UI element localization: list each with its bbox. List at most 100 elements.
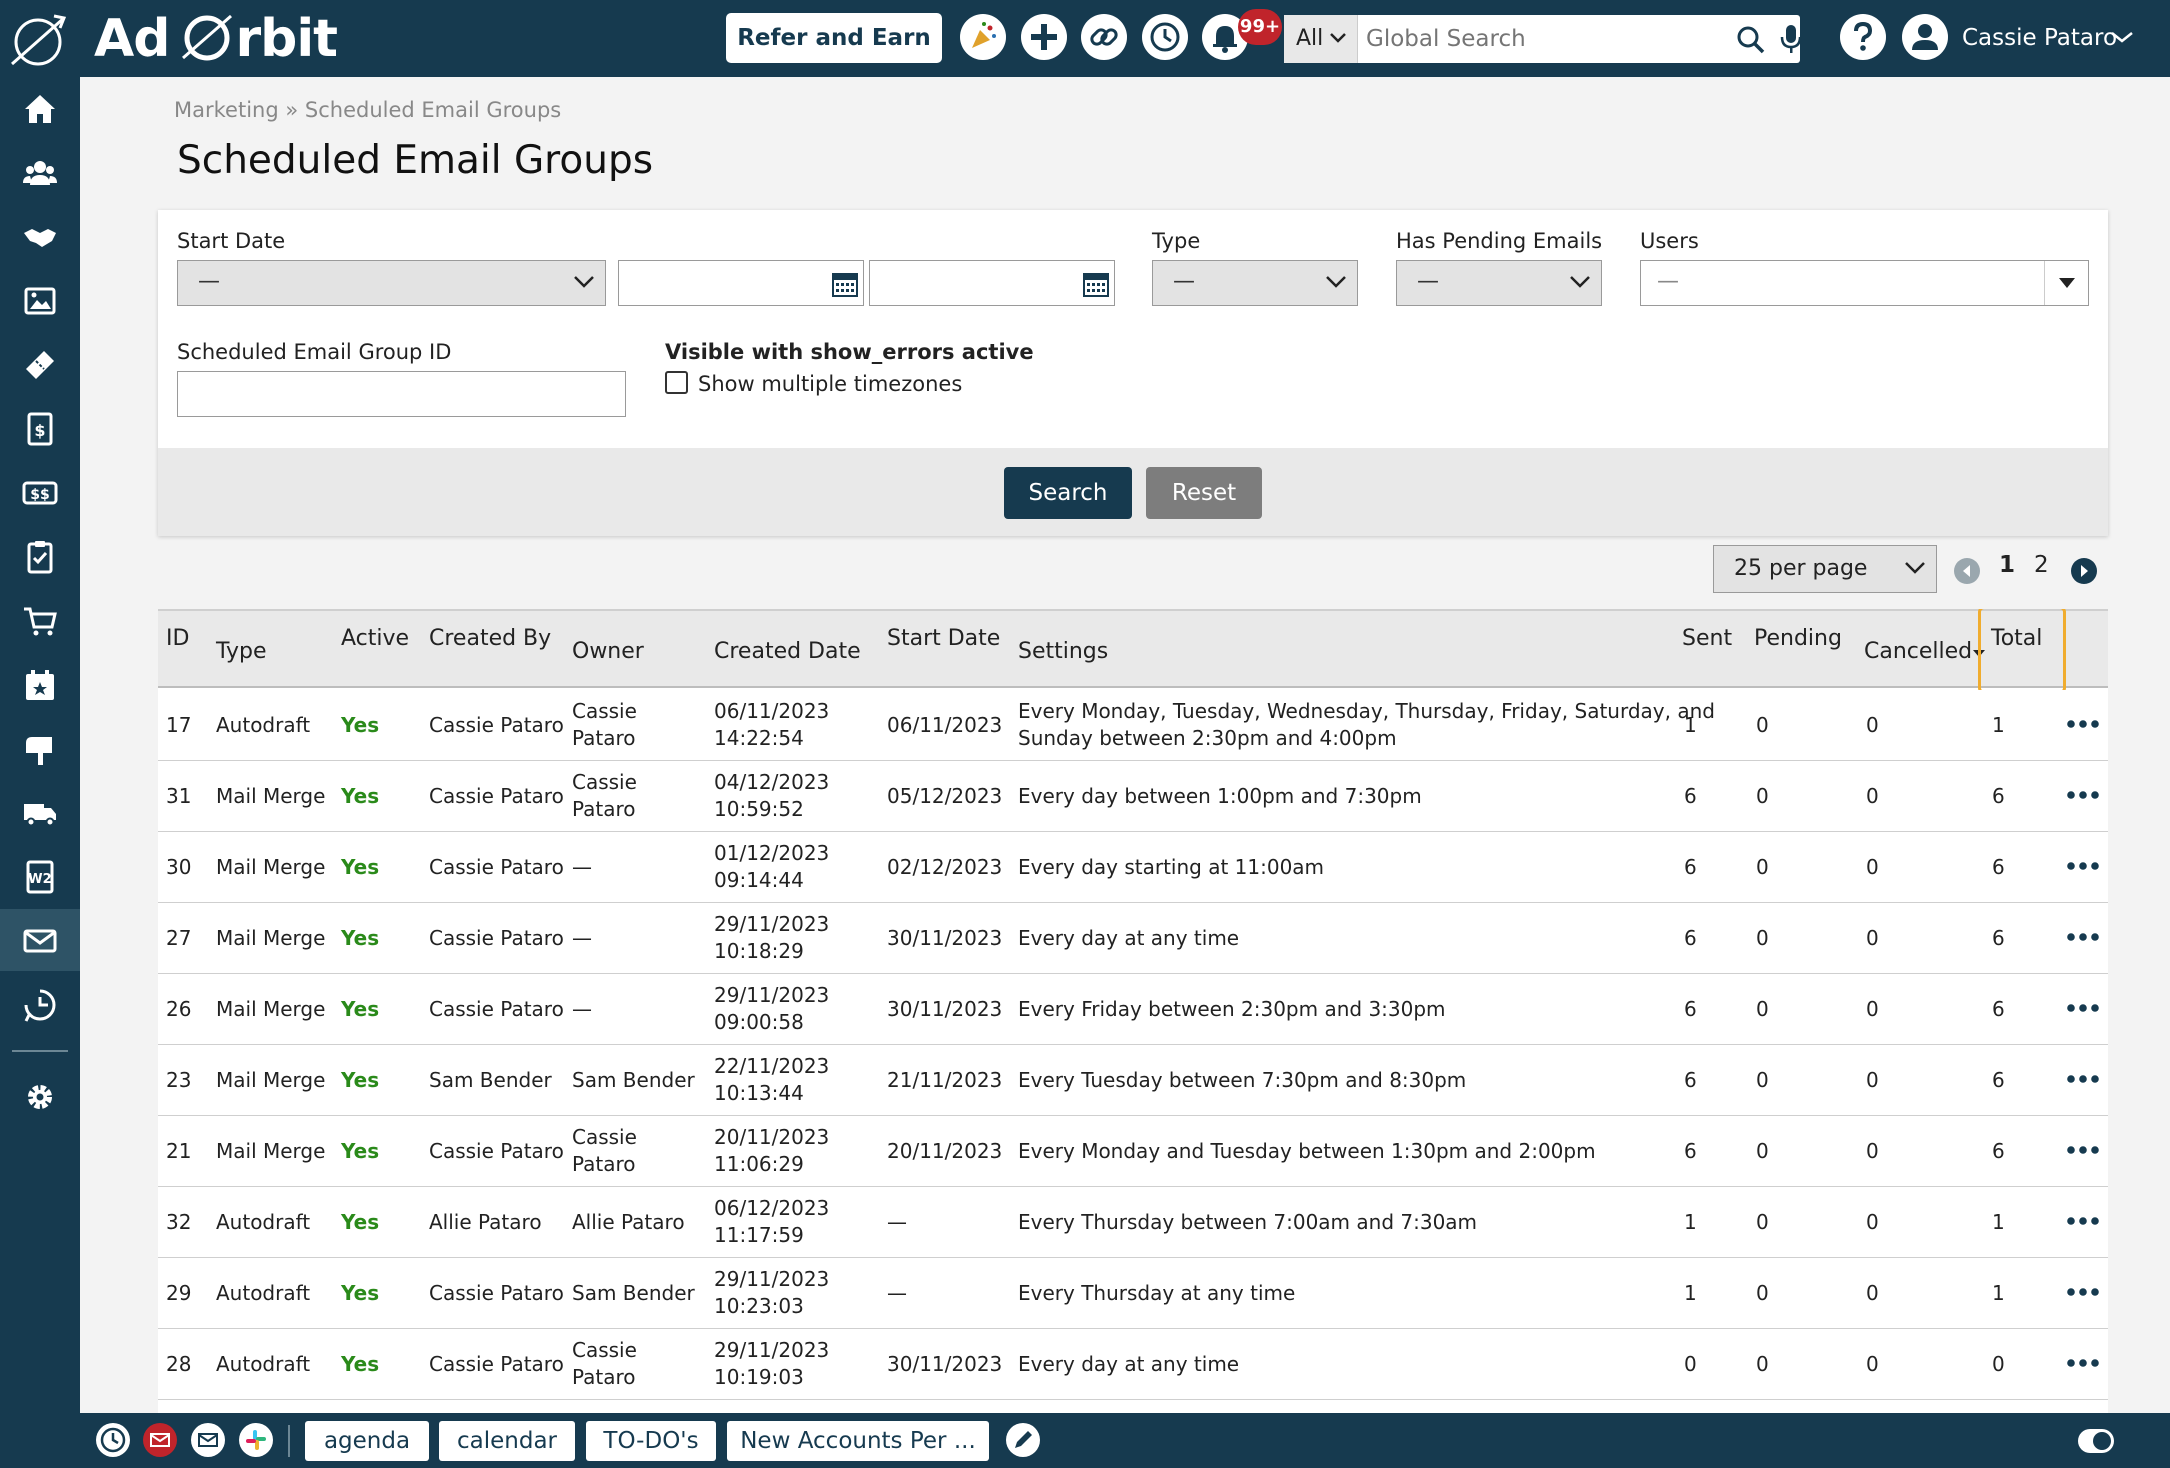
page-2-link[interactable]: 2 bbox=[2034, 552, 2049, 578]
row-actions-icon[interactable] bbox=[2066, 1069, 2102, 1089]
users-dropdown-toggle[interactable] bbox=[2044, 261, 2088, 305]
col-sent[interactable]: Sent bbox=[1682, 626, 1733, 651]
calendar-picker-icon[interactable] bbox=[1082, 270, 1110, 298]
table-row[interactable]: 31 Mail Merge Yes Cassie Pataro Cassie Pataro… bbox=[158, 761, 2108, 832]
calendar-tab[interactable]: calendar bbox=[439, 1421, 575, 1461]
sidebar-item-orders[interactable] bbox=[0, 589, 80, 651]
history-button[interactable] bbox=[1142, 14, 1188, 60]
table-row[interactable]: 17 Autodraft Yes Cassie Pataro Cassie Pataro 0… bbox=[158, 690, 2108, 761]
cell-start-date: 20/11/2023 bbox=[887, 1139, 1003, 1163]
sidebar-item-home[interactable] bbox=[0, 77, 80, 139]
calendar-picker-icon[interactable] bbox=[831, 270, 859, 298]
new-accounts-tab[interactable]: New Accounts Per ... bbox=[727, 1421, 989, 1461]
slack-button[interactable] bbox=[239, 1423, 273, 1457]
table-row[interactable]: 23 Mail Merge Yes Sam Bender Sam Bender 22/11… bbox=[158, 1045, 2108, 1116]
col-owner[interactable]: Owner bbox=[572, 639, 644, 664]
celebration-button[interactable] bbox=[960, 14, 1006, 60]
table-row[interactable]: 29 Autodraft Yes Cassie Pataro Sam Bender 29/… bbox=[158, 1258, 2108, 1329]
agenda-tab[interactable]: agenda bbox=[305, 1421, 429, 1461]
cell-start-date: 30/11/2023 bbox=[887, 926, 1003, 950]
per-page-select[interactable]: 25 per page bbox=[1713, 545, 1937, 593]
row-actions-icon[interactable] bbox=[2066, 1282, 2102, 1302]
global-search: All bbox=[1284, 15, 1800, 63]
col-total[interactable]: Total bbox=[1991, 626, 2043, 651]
cell-owner-line: — bbox=[572, 926, 592, 950]
orbit-logo-icon[interactable] bbox=[6, 8, 70, 72]
table-row[interactable]: 26 Mail Merge Yes Cassie Pataro — 29/11/2023 0… bbox=[158, 974, 2108, 1045]
search-icon[interactable] bbox=[1736, 25, 1766, 55]
search-button[interactable]: Search bbox=[1004, 467, 1132, 519]
add-button[interactable] bbox=[1021, 14, 1067, 60]
col-created-by[interactable]: Created By bbox=[429, 626, 552, 651]
recent-button[interactable] bbox=[96, 1423, 130, 1457]
col-cancelled[interactable]: Cancelled bbox=[1864, 639, 1986, 664]
links-button[interactable] bbox=[1081, 14, 1127, 60]
row-actions-icon[interactable] bbox=[2066, 998, 2102, 1018]
microphone-icon[interactable] bbox=[1780, 23, 1802, 55]
row-actions-icon[interactable] bbox=[2066, 927, 2102, 947]
user-name[interactable]: Cassie Pataro bbox=[1962, 25, 2118, 51]
group-id-input[interactable] bbox=[177, 371, 626, 417]
user-avatar[interactable] bbox=[1902, 14, 1948, 60]
row-actions-icon[interactable] bbox=[2066, 785, 2102, 805]
sidebar-item-events[interactable] bbox=[0, 653, 80, 715]
toggle-switch[interactable] bbox=[2078, 1429, 2114, 1453]
page-1-link[interactable]: 1 bbox=[1999, 552, 2016, 578]
refer-and-earn-button[interactable]: Refer and Earn bbox=[726, 13, 942, 63]
col-type[interactable]: Type bbox=[216, 639, 267, 664]
table-row[interactable]: 32 Autodraft Yes Allie Pataro Allie Pataro 06… bbox=[158, 1187, 2108, 1258]
multiple-timezones-checkbox[interactable] bbox=[665, 371, 688, 394]
col-created-date[interactable]: Created Date bbox=[714, 639, 861, 664]
help-button[interactable] bbox=[1840, 14, 1886, 60]
sidebar-item-contacts[interactable] bbox=[0, 141, 80, 203]
sidebar-item-tasks[interactable] bbox=[0, 525, 80, 587]
cell-settings: Every Thursday at any time bbox=[1018, 1280, 1295, 1307]
col-settings[interactable]: Settings bbox=[1018, 639, 1109, 664]
row-actions-icon[interactable] bbox=[2066, 1353, 2102, 1373]
sidebar-item-mail[interactable] bbox=[0, 717, 80, 779]
col-id[interactable]: ID bbox=[166, 626, 190, 651]
sidebar-item-email[interactable] bbox=[0, 909, 80, 971]
global-search-input[interactable] bbox=[1366, 15, 1706, 63]
table-row[interactable]: 21 Mail Merge Yes Cassie Pataro Cassie Pataro… bbox=[158, 1116, 2108, 1187]
row-actions-icon[interactable] bbox=[2066, 1140, 2102, 1160]
row-actions-icon[interactable] bbox=[2066, 1211, 2102, 1231]
start-date-to-input[interactable] bbox=[869, 260, 1115, 306]
mail-alert-button[interactable] bbox=[143, 1423, 177, 1457]
table-row[interactable]: 27 Mail Merge Yes Cassie Pataro — 29/11/2023 1… bbox=[158, 903, 2108, 974]
col-pending[interactable]: Pending bbox=[1754, 626, 1842, 651]
table-row[interactable]: 28 Autodraft Yes Cassie Pataro Cassie Pataro 2… bbox=[158, 1329, 2108, 1400]
reset-button[interactable]: Reset bbox=[1146, 467, 1262, 519]
edit-tabs-button[interactable] bbox=[1006, 1423, 1040, 1457]
messages-button[interactable] bbox=[191, 1423, 225, 1457]
table-row[interactable]: 30 Mail Merge Yes Cassie Pataro —01/12/2023 0… bbox=[158, 832, 2108, 903]
sidebar-item-deals[interactable] bbox=[0, 205, 80, 267]
start-date-from-input[interactable] bbox=[618, 260, 864, 306]
sidebar-item-tickets[interactable] bbox=[0, 333, 80, 395]
breadcrumb-marketing[interactable]: Marketing bbox=[174, 98, 279, 122]
todos-tab[interactable]: TO-DO's bbox=[586, 1421, 716, 1461]
has-pending-emails-select[interactable]: — bbox=[1396, 260, 1602, 306]
type-select[interactable]: — bbox=[1152, 260, 1358, 306]
row-actions-icon[interactable] bbox=[2066, 856, 2102, 876]
multiple-timezones-label[interactable]: Show multiple timezones bbox=[698, 372, 963, 396]
col-start-date[interactable]: Start Date bbox=[887, 626, 1001, 651]
sidebar-item-settings[interactable] bbox=[0, 1065, 80, 1127]
chevron-down-icon[interactable] bbox=[2110, 30, 2134, 44]
row-actions-icon[interactable] bbox=[2066, 714, 2102, 734]
cell-created-date-line: 06/11/2023 bbox=[714, 699, 830, 723]
next-page-icon[interactable] bbox=[2070, 557, 2098, 585]
search-scope-select[interactable]: All bbox=[1284, 15, 1358, 63]
col-active[interactable]: Active bbox=[341, 626, 410, 651]
sidebar-item-w2[interactable]: W2 bbox=[0, 845, 80, 907]
users-select[interactable]: — bbox=[1640, 260, 2089, 306]
cell-owner: Cassie Pataro bbox=[572, 769, 637, 823]
previous-page-icon[interactable] bbox=[1953, 557, 1981, 585]
sidebar-item-invoices[interactable]: $ bbox=[0, 397, 80, 459]
sidebar-item-media[interactable] bbox=[0, 269, 80, 331]
sidebar-item-payments[interactable]: $$ bbox=[0, 461, 80, 523]
brand-logo[interactable]: Ad rbit bbox=[94, 8, 338, 69]
sidebar-item-analytics[interactable] bbox=[0, 973, 80, 1035]
start-date-select[interactable]: — bbox=[177, 260, 606, 306]
sidebar-item-delivery[interactable] bbox=[0, 781, 80, 843]
